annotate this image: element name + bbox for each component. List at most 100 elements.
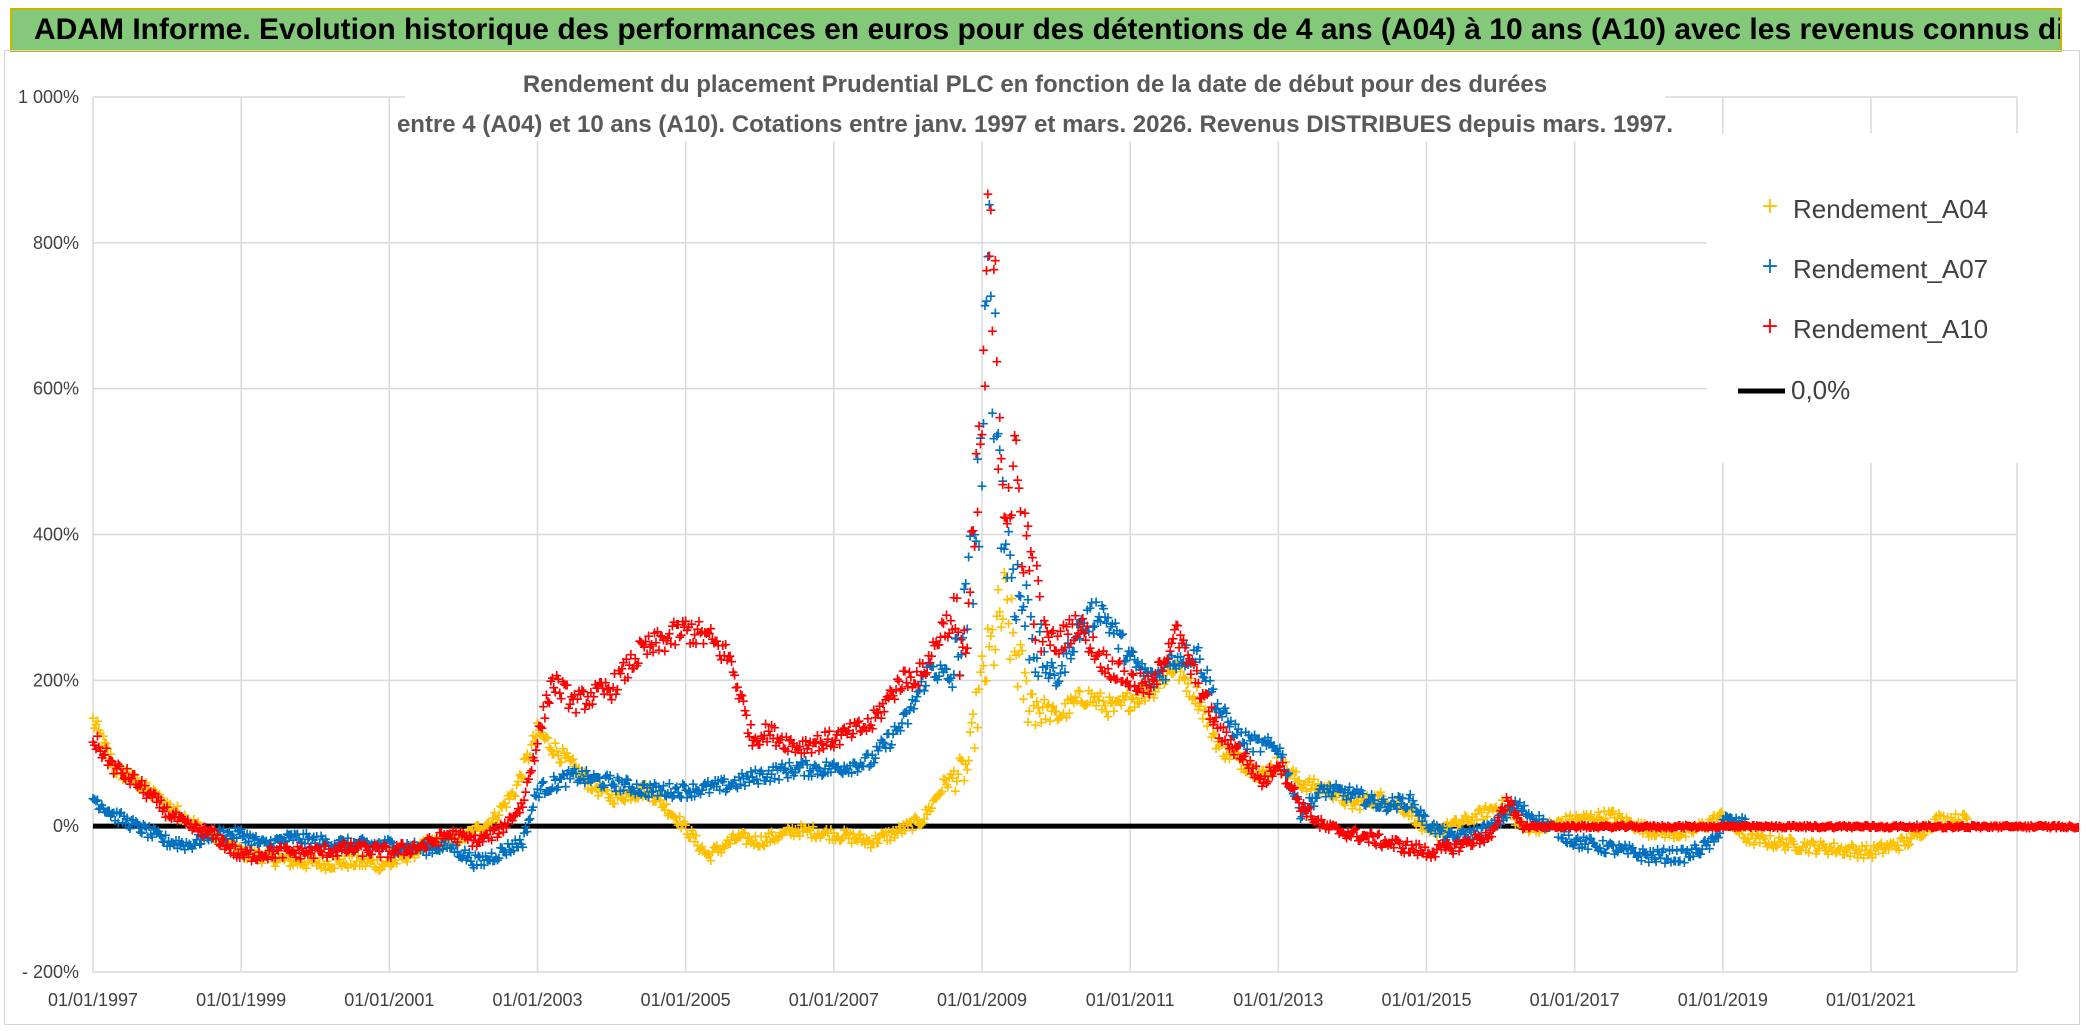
data-point: + — [906, 823, 918, 839]
x-tick-label: 01/01/2013 — [1233, 990, 1323, 1010]
data-point: + — [1755, 828, 1767, 844]
data-point: + — [563, 750, 575, 766]
data-point: + — [831, 829, 843, 845]
data-point: + — [1541, 822, 1553, 838]
data-point: + — [898, 706, 910, 722]
data-point: + — [1149, 684, 1161, 700]
data-point: + — [182, 814, 194, 830]
data-point: + — [1129, 700, 1141, 716]
data-point: + — [228, 830, 240, 846]
data-point: + — [1711, 810, 1723, 826]
data-point: + — [739, 778, 751, 794]
data-point: + — [803, 769, 815, 785]
data-point: + — [1751, 827, 1763, 843]
data-point: + — [253, 835, 265, 851]
data-point: + — [133, 781, 145, 797]
data-point: + — [1458, 813, 1470, 829]
data-point: + — [834, 833, 846, 849]
data-point: + — [487, 810, 499, 826]
data-point: + — [299, 857, 311, 873]
data-point: + — [1628, 822, 1640, 838]
data-point: + — [893, 720, 905, 736]
data-point: + — [266, 841, 278, 857]
data-point: + — [853, 759, 865, 775]
data-point: + — [459, 842, 471, 858]
data-point: + — [1527, 815, 1539, 831]
data-point: + — [492, 812, 504, 828]
data-point: + — [1689, 819, 1701, 835]
data-point: + — [1229, 747, 1241, 763]
data-point: + — [779, 760, 791, 776]
data-point: + — [209, 833, 221, 849]
data-point: + — [1511, 801, 1523, 817]
data-point: + — [1696, 815, 1708, 831]
data-point: + — [1649, 829, 1661, 845]
data-point: + — [1187, 652, 1199, 668]
data-point: + — [1182, 676, 1194, 692]
data-point: + — [896, 825, 908, 841]
data-point: + — [400, 852, 412, 868]
data-point: + — [462, 850, 474, 866]
data-point: + — [1136, 691, 1148, 707]
data-point: + — [1320, 789, 1332, 805]
data-point: + — [822, 765, 834, 781]
data-point: + — [1232, 722, 1244, 738]
data-point: + — [1301, 784, 1313, 800]
data-point: + — [1418, 816, 1430, 832]
data-point: + — [146, 829, 158, 845]
data-point: + — [1139, 693, 1151, 709]
data-point: + — [1178, 670, 1190, 686]
data-point: + — [960, 576, 972, 592]
data-point: + — [709, 773, 721, 789]
data-point: + — [1295, 811, 1307, 827]
data-point: + — [649, 794, 661, 810]
data-point: + — [647, 784, 659, 800]
data-point: + — [1062, 636, 1074, 652]
data-point: + — [939, 772, 951, 788]
data-point: + — [395, 849, 407, 865]
data-point: + — [1835, 839, 1847, 855]
data-point: + — [358, 833, 370, 849]
data-point: + — [1738, 830, 1750, 846]
data-point: + — [818, 766, 830, 782]
data-point: + — [1031, 558, 1043, 574]
data-point: + — [847, 827, 859, 843]
data-point: + — [738, 825, 750, 841]
data-point: + — [398, 844, 410, 860]
data-point: + — [1184, 689, 1196, 705]
data-point: + — [1591, 811, 1603, 827]
data-point: + — [287, 833, 299, 849]
data-point: + — [511, 839, 523, 855]
data-point: + — [1827, 844, 1839, 860]
data-point: + — [355, 851, 367, 867]
data-point: + — [1788, 837, 1800, 853]
data-point: + — [1478, 801, 1490, 817]
data-point: + — [733, 769, 745, 785]
data-point: + — [736, 826, 748, 842]
data-point: + — [475, 857, 487, 873]
data-point: + — [641, 780, 653, 796]
data-point: + — [413, 846, 425, 862]
data-point: + — [493, 850, 505, 866]
data-point: + — [991, 608, 1003, 624]
data-point: + — [95, 800, 107, 816]
y-tick-label: 1 000% — [18, 87, 79, 107]
data-point: + — [604, 768, 616, 784]
data-point: + — [520, 751, 532, 767]
data-point: + — [695, 786, 707, 802]
data-point: + — [668, 808, 680, 824]
data-point: + — [1930, 809, 1942, 825]
data-point: + — [631, 777, 643, 793]
data-point: + — [893, 819, 905, 835]
data-point: + — [154, 787, 166, 803]
data-point: + — [237, 829, 249, 845]
data-point: + — [755, 763, 767, 779]
data-point: + — [160, 827, 172, 843]
data-point: + — [418, 842, 430, 858]
data-point: + — [1582, 811, 1594, 827]
data-point: + — [563, 763, 575, 779]
data-point: + — [1576, 840, 1588, 856]
data-point: + — [382, 832, 394, 848]
data-point: + — [1163, 651, 1175, 667]
data-point: + — [1181, 637, 1193, 653]
